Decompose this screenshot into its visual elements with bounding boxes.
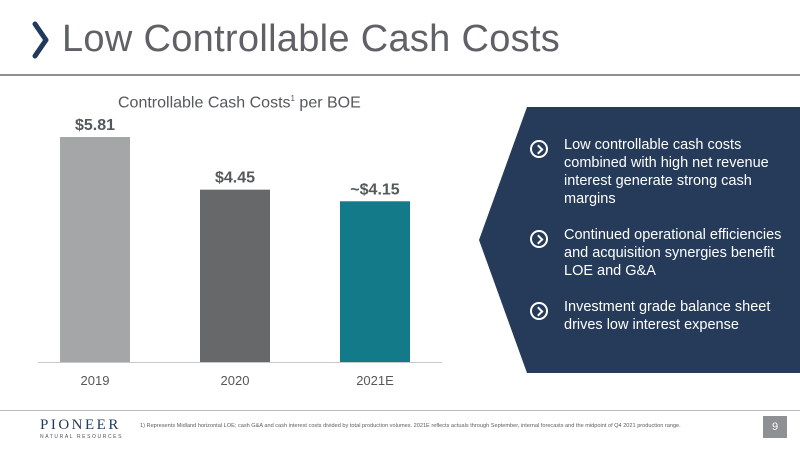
footnote: 1) Represents Midland horizontal LOE; ca… bbox=[140, 423, 681, 429]
bar-2019 bbox=[60, 137, 130, 362]
highlight-item: Investment grade balance sheet drives lo… bbox=[530, 298, 792, 334]
x-tick-label: 2021E bbox=[356, 373, 394, 388]
highlight-text: Continued operational efficiencies and a… bbox=[564, 227, 782, 279]
page-number: 9 bbox=[763, 416, 787, 438]
bar-value-label: $4.45 bbox=[215, 170, 255, 187]
footer-divider bbox=[0, 410, 800, 411]
title-divider bbox=[0, 74, 800, 76]
highlight-text: Low controllable cash costs combined wit… bbox=[564, 137, 769, 207]
chart-title: Controllable Cash Costs1 per BOE bbox=[118, 94, 361, 112]
slide-title: Low Controllable Cash Costs bbox=[62, 18, 561, 60]
chevron-circle-icon bbox=[530, 230, 548, 248]
bar-2020 bbox=[200, 189, 270, 362]
highlight-text: Investment grade balance sheet drives lo… bbox=[564, 299, 771, 333]
highlights-list: Low controllable cash costs combined wit… bbox=[530, 136, 792, 352]
company-logo-subtitle: NATURAL RESOURCES bbox=[40, 434, 124, 440]
chevron-circle-icon bbox=[530, 302, 548, 320]
bar-value-label: ~$4.15 bbox=[350, 181, 399, 198]
chevron-circle-icon bbox=[530, 140, 548, 158]
company-logo: PIONEER bbox=[40, 417, 121, 433]
title-chevron-icon bbox=[32, 21, 49, 59]
x-tick-label: 2020 bbox=[221, 373, 250, 388]
highlight-item: Low controllable cash costs combined wit… bbox=[530, 136, 792, 208]
bar-value-label: $5.81 bbox=[75, 117, 115, 134]
x-tick-label: 2019 bbox=[81, 373, 110, 388]
chart-title-suffix: per BOE bbox=[294, 94, 361, 112]
chart-title-superscript: 1 bbox=[290, 94, 295, 103]
chart-title-text: Controllable Cash Costs bbox=[118, 94, 291, 112]
bar-2021E bbox=[340, 201, 410, 362]
highlight-item: Continued operational efficiencies and a… bbox=[530, 226, 792, 280]
